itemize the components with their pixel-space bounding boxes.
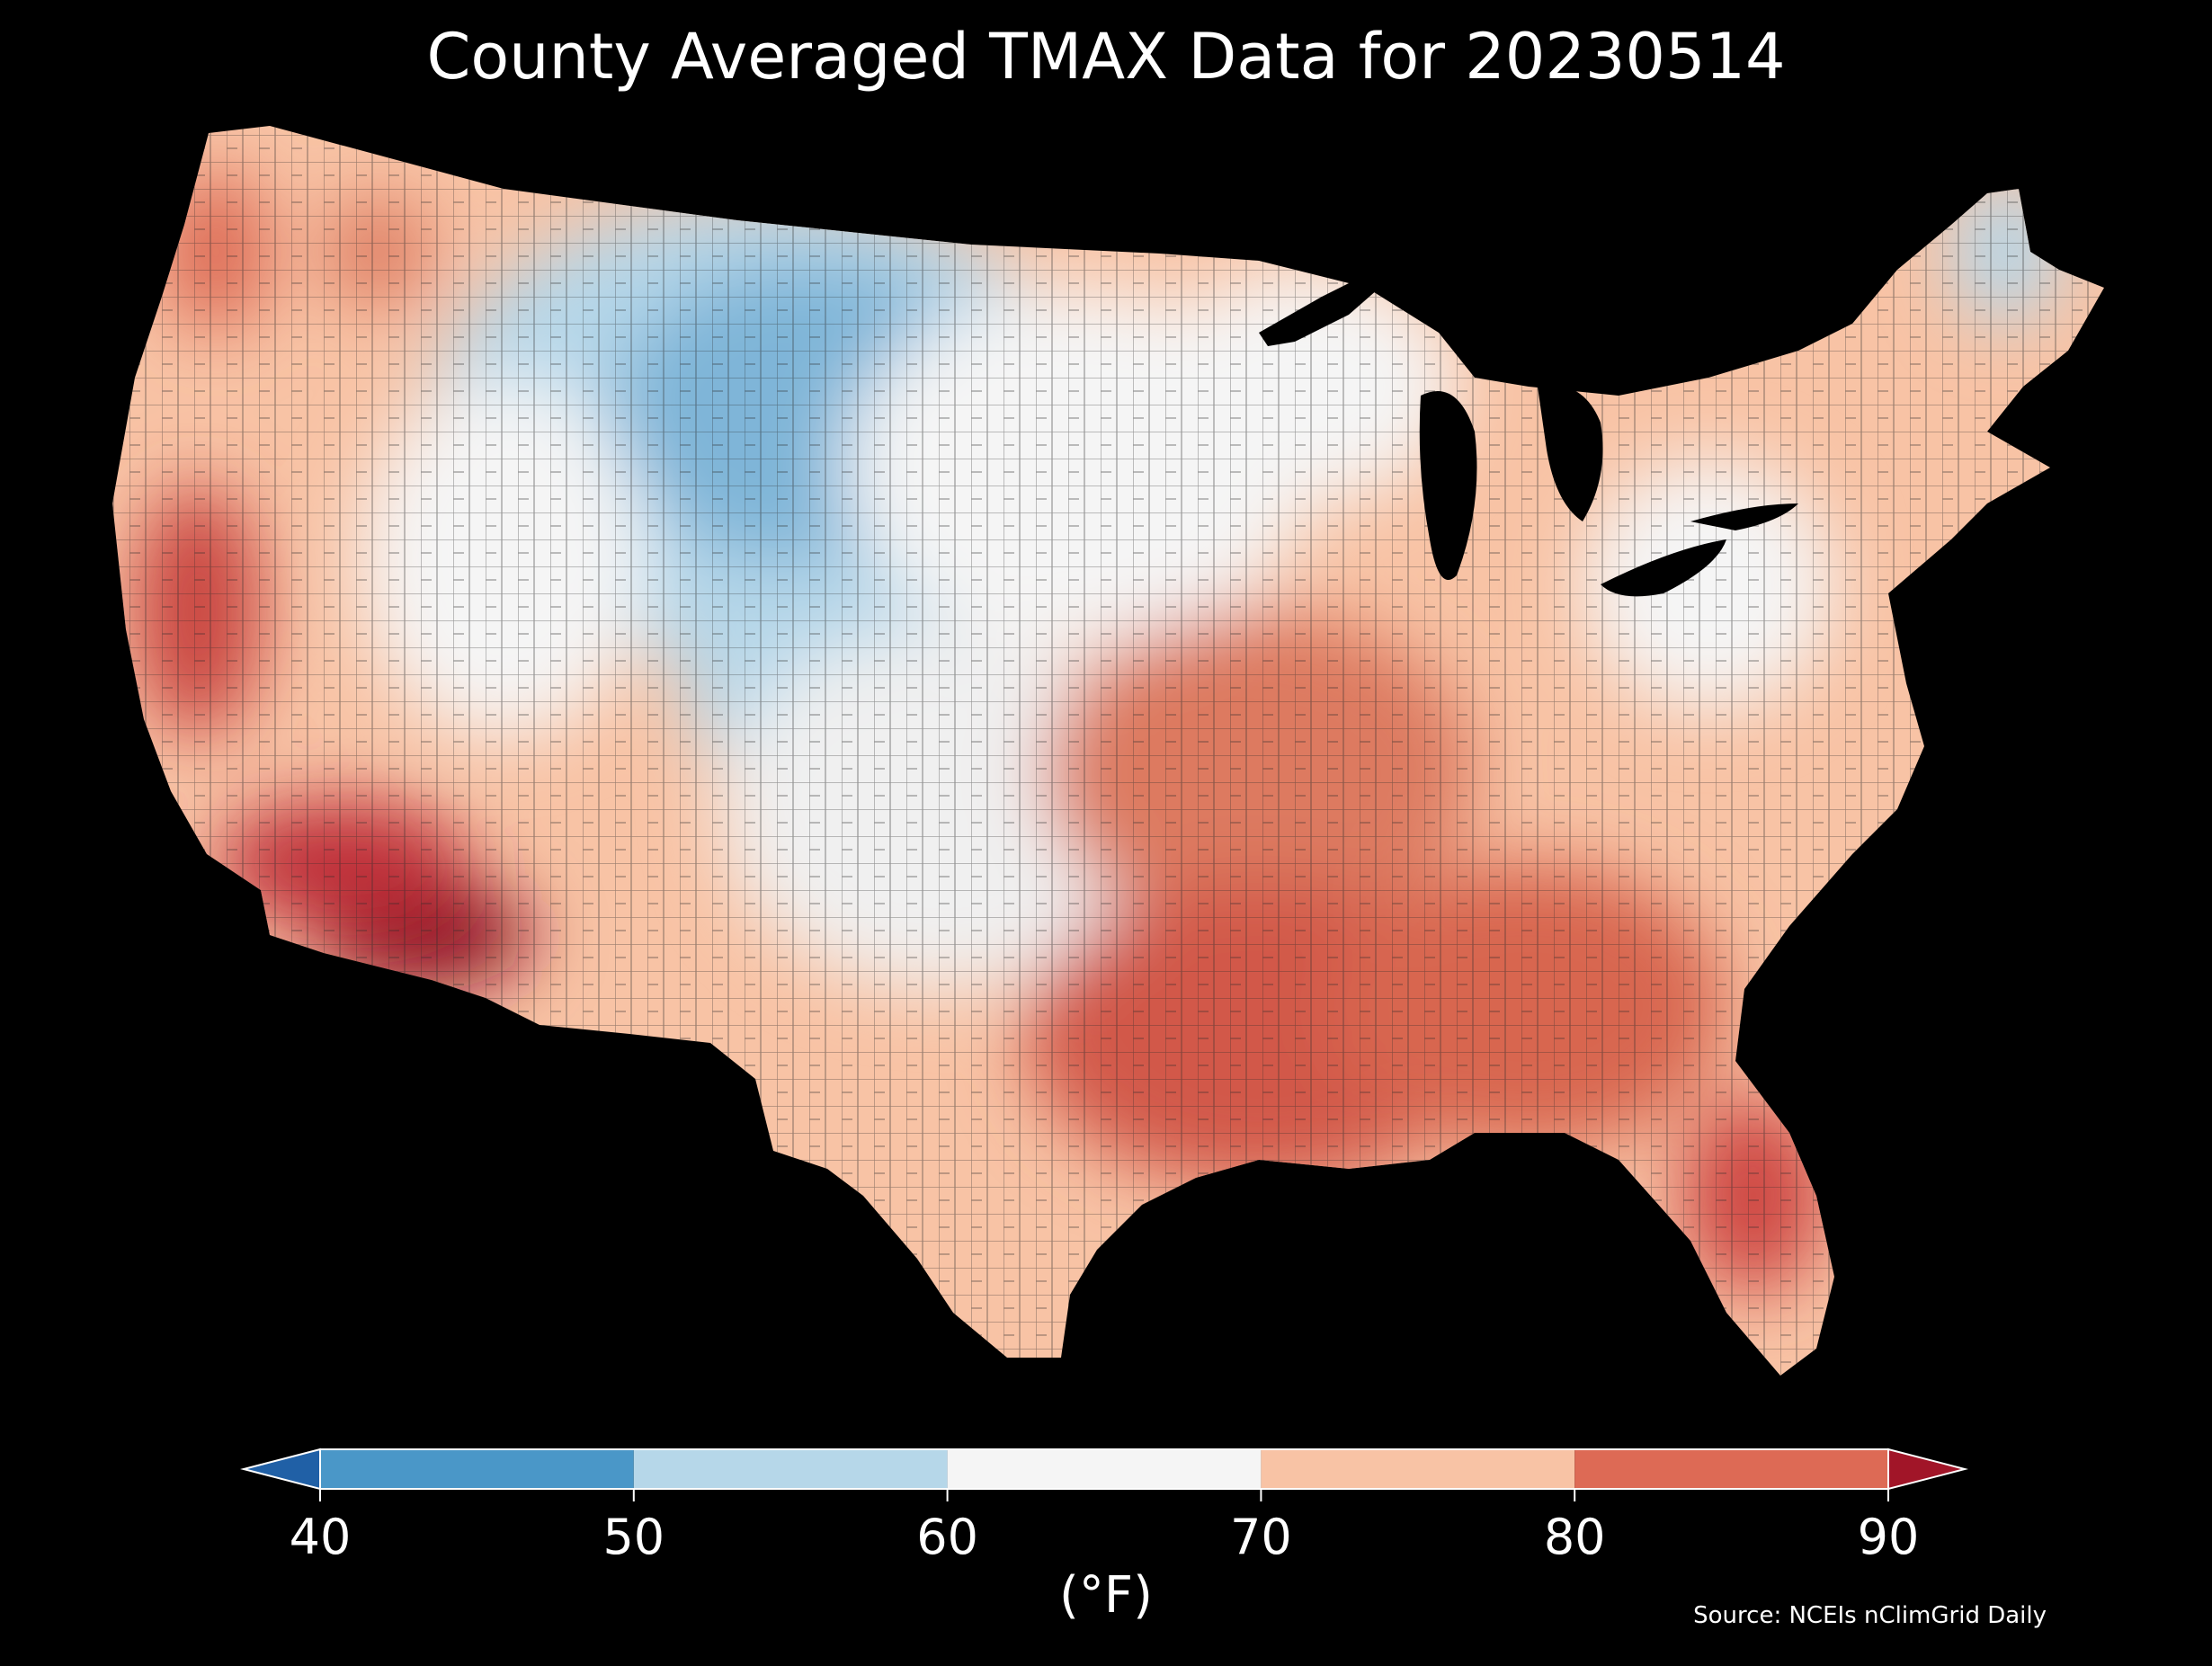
colorbar-unit-label: (°F) — [1059, 1566, 1153, 1625]
colorbar-under-arrow — [240, 1448, 321, 1491]
colorbar-outline — [319, 1448, 1889, 1490]
colorbar-tick-label: 40 — [290, 1509, 352, 1565]
great-lakes — [1259, 274, 1798, 597]
map-title: County Averaged TMAX Data for 20230514 — [426, 20, 1786, 94]
colorbar-bin-80-90 — [1574, 1449, 1888, 1489]
colorbar-bin-70-80 — [1261, 1449, 1575, 1489]
colorbar-bin-50-60 — [633, 1449, 948, 1489]
colorbar-tick-label: 80 — [1544, 1509, 1606, 1565]
colorbar-bin-40-50 — [320, 1449, 634, 1489]
colorbar-tick-label: 70 — [1230, 1509, 1292, 1565]
colorbar-bin-60-70 — [947, 1449, 1262, 1489]
colorbar-over-arrow — [1887, 1448, 1968, 1491]
colorbar: 40 50 60 70 80 90 — [240, 1448, 1968, 1565]
data-source-note: Source: NCEIs nClimGrid Daily — [1693, 1602, 2047, 1629]
colorbar-tick-label: 90 — [1858, 1509, 1920, 1565]
map-land — [112, 126, 2104, 1376]
colorbar-tick-label: 60 — [916, 1509, 978, 1565]
colorbar-tick-label: 50 — [602, 1509, 664, 1565]
